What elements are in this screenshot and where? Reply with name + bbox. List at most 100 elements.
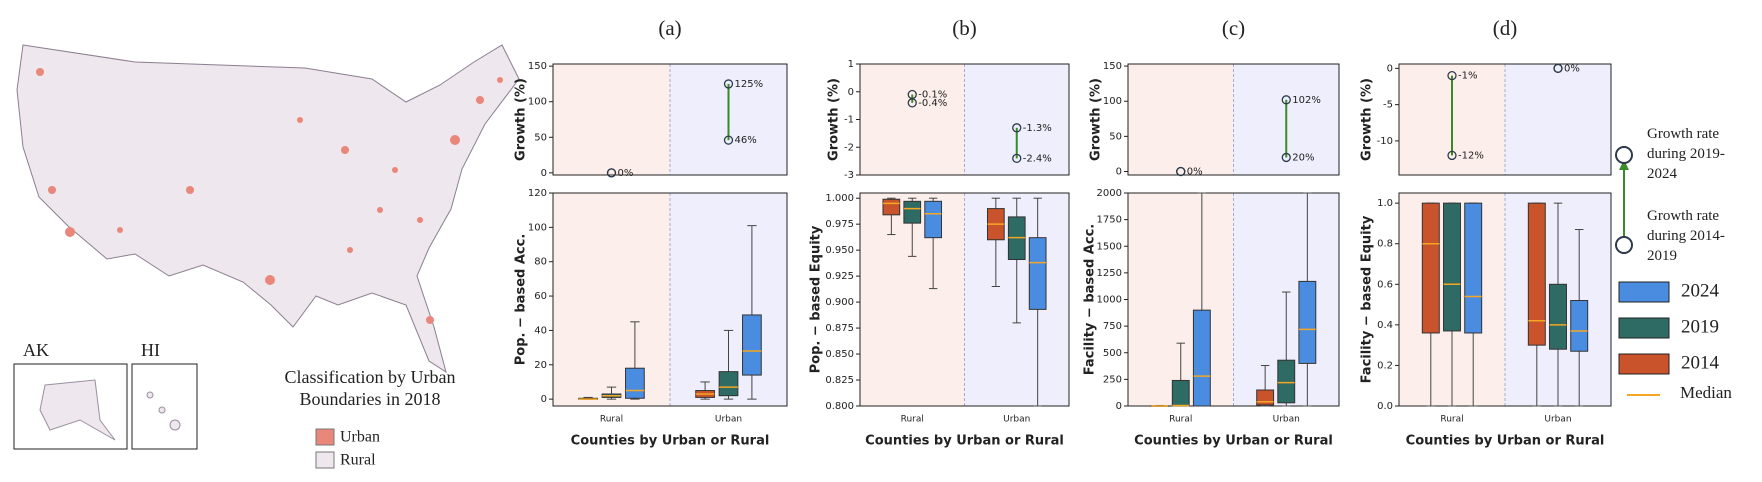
plot-frame: [1127, 63, 1340, 176]
y-axis-label: Growth (%): [514, 78, 529, 161]
box: [1192, 309, 1211, 407]
growth-marker: [1176, 166, 1186, 177]
region-background: [1505, 64, 1611, 175]
y-tick-label: 1500: [1097, 241, 1122, 252]
y-axis-label: Growth (%): [1360, 78, 1375, 161]
plot-frame: [1398, 192, 1612, 407]
inset-label: AK: [23, 340, 49, 360]
box: [1527, 202, 1546, 346]
y-tick-label: 0.4: [1377, 320, 1393, 331]
box: [625, 367, 645, 399]
legend-marker: [1615, 236, 1633, 254]
box: [1421, 202, 1440, 334]
y-tick-label: 1000: [1097, 295, 1122, 306]
y-tick-label: 80: [534, 257, 547, 268]
growth-marker: [723, 79, 734, 89]
legend-swatch: [1618, 281, 1670, 303]
growth-marker: [907, 89, 917, 100]
y-tick-label: 0.950: [825, 245, 854, 256]
x-tick-label: Urban: [715, 415, 742, 425]
box: [1443, 202, 1461, 332]
x-axis-label: Counties by Urban or Rural: [571, 434, 770, 449]
legend-label: 2019: [1681, 316, 1719, 337]
panel-title: (b): [952, 16, 977, 40]
y-axis-label: Pop. − based Acc.: [514, 234, 529, 366]
legend-label: 2014: [1681, 352, 1720, 373]
x-tick-label: Urban: [1003, 415, 1030, 425]
y-tick-label: 0: [541, 394, 547, 405]
plot-frame: [552, 192, 788, 407]
plot-frame: [859, 63, 1070, 176]
box: [1464, 202, 1483, 334]
value-label: 125%: [735, 79, 764, 90]
region-background: [860, 64, 965, 175]
y-tick-label: 100: [528, 97, 547, 108]
y-tick-label: 0.875: [825, 323, 854, 334]
plot-frame: [552, 63, 788, 176]
y-tick-label: 0.800: [825, 401, 854, 412]
region-background: [553, 64, 670, 175]
value-label: -1%: [1458, 71, 1477, 82]
y-tick-label: 0.825: [825, 375, 854, 386]
growth-marker: [1553, 63, 1563, 74]
box: [742, 314, 762, 376]
legend-label: Growth rate during 2019-2024: [1647, 126, 1725, 182]
y-tick-label: 150: [528, 61, 547, 72]
y-tick-label: -3: [844, 170, 854, 181]
value-label: -0.1%: [918, 90, 947, 101]
box: [1171, 379, 1190, 407]
y-tick-label: 2000: [1097, 188, 1122, 199]
y-tick-label: 0.8: [1377, 239, 1393, 250]
y-tick-label: 150: [1103, 61, 1122, 72]
plot-frame: [859, 192, 1070, 407]
y-tick-label: -5: [1383, 100, 1393, 111]
x-tick-label: Rural: [600, 415, 623, 425]
urban-dots: [36, 68, 503, 324]
y-tick-label: 0: [848, 87, 854, 98]
y-tick-label: 40: [534, 325, 547, 336]
value-label: 20%: [1292, 152, 1314, 163]
value-label: -0.4%: [918, 98, 947, 109]
growth-marker: [606, 168, 617, 178]
box: [1277, 359, 1296, 404]
y-tick-label: 50: [534, 132, 547, 143]
y-tick-label: -10: [1377, 136, 1393, 147]
y-axis-label: Pop. − based Equity: [809, 225, 824, 373]
panel-title: (a): [658, 16, 681, 40]
legend-arrowhead: [1619, 160, 1629, 170]
map-legend-label: Rural: [340, 452, 376, 469]
y-tick-label: -2: [844, 142, 854, 153]
growth-marker: [1012, 153, 1022, 164]
hi-inset: [131, 363, 198, 450]
map-legend-label: Urban: [340, 429, 380, 446]
value-label: 0%: [1564, 63, 1580, 74]
growth-marker: [723, 135, 734, 145]
box: [1298, 280, 1317, 364]
value-label: 0%: [618, 168, 634, 179]
x-tick-label: Urban: [1273, 415, 1300, 425]
inset-label: HI: [141, 340, 160, 360]
box: [1256, 389, 1275, 406]
y-tick-label: 0: [1116, 401, 1122, 412]
value-label: -1.3%: [1023, 123, 1052, 134]
y-tick-label: 1.000: [825, 193, 854, 204]
y-tick-label: -1: [844, 115, 854, 126]
box: [882, 198, 901, 216]
value-label: 102%: [1292, 95, 1321, 106]
growth-marker: [1281, 152, 1291, 163]
y-tick-label: 0: [1116, 166, 1122, 177]
map-outline: [16, 44, 520, 374]
map-legend-swatch: [315, 428, 335, 446]
y-tick-label: 0.6: [1377, 279, 1393, 290]
y-axis-label: Growth (%): [827, 78, 842, 161]
y-tick-label: 100: [528, 222, 547, 233]
y-tick-label: 1750: [1097, 215, 1122, 226]
box: [718, 371, 739, 397]
y-tick-label: 50: [1109, 131, 1122, 142]
box: [1549, 283, 1567, 350]
y-tick-label: 1: [848, 59, 854, 70]
box: [1570, 300, 1589, 352]
legend-marker: [1615, 146, 1633, 164]
hi-shape: [146, 391, 181, 431]
y-tick-label: 20: [534, 360, 547, 371]
